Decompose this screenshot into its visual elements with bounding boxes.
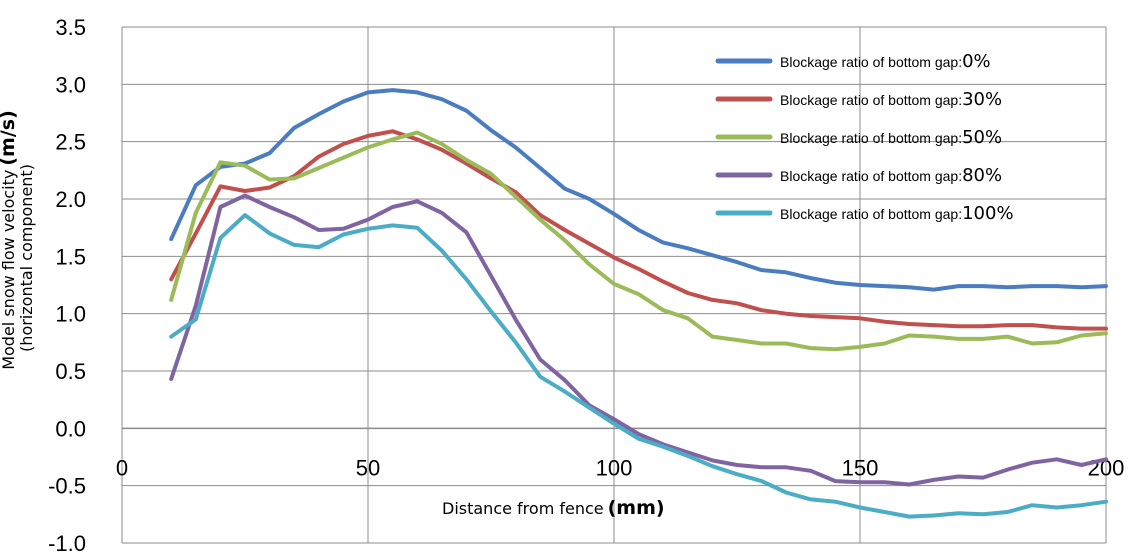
- y-axis-title-unit: (m/s): [0, 110, 19, 165]
- x-tick-labels: 0 50 100 150 200: [116, 455, 1124, 480]
- x-axis-title-unit: (mm): [608, 497, 665, 519]
- x-tick-label: 0: [116, 455, 128, 480]
- y-tick-label: 2.5: [55, 130, 86, 155]
- legend-entry: Blockage ratio of bottom gap:80%: [780, 165, 1002, 186]
- legend-entry: Blockage ratio of bottom gap:50%: [780, 127, 1002, 148]
- legend-entry-pct: 80%: [962, 165, 1002, 186]
- x-tick-label: 150: [842, 455, 879, 480]
- series-line-50pct: [169, 130, 1108, 352]
- legend-entry-pct: 100%: [962, 203, 1013, 224]
- x-tick-label: 50: [356, 455, 380, 480]
- legend-entry-name: Blockage ratio of bottom gap:: [780, 206, 962, 222]
- series-line-80pct: [169, 193, 1108, 487]
- y-axis-title: Model snow flow velocity (m/s) (horizont…: [0, 110, 36, 370]
- y-tick-label: 0.0: [55, 416, 86, 441]
- x-axis-title: Distance from fence (mm): [442, 497, 665, 519]
- legend-entry-pct: 30%: [962, 89, 1002, 110]
- legend-entry-name: Blockage ratio of bottom gap:: [780, 54, 962, 70]
- x-tick-label: 100: [596, 455, 633, 480]
- legend-entry-name: Blockage ratio of bottom gap:: [780, 92, 962, 108]
- y-tick-label: 2.0: [55, 187, 86, 212]
- y-tick-label: 3.5: [55, 15, 86, 40]
- legend-entry-name: Blockage ratio of bottom gap:: [780, 168, 962, 184]
- y-tick-label: 0.5: [55, 359, 86, 384]
- legend-entry-pct: 0%: [962, 51, 991, 72]
- series-lines: [169, 88, 1108, 519]
- svg-text:Model snow flow velocity: Model snow flow velocity (m/s): [0, 110, 19, 370]
- legend-entry-name: Blockage ratio of bottom gap:: [780, 130, 962, 146]
- series-line-100pct: [169, 213, 1108, 519]
- y-tick-label: -0.5: [48, 474, 86, 499]
- x-axis-title-text: Distance from fence: [442, 499, 604, 518]
- legend-entry: Blockage ratio of bottom gap:30%: [780, 89, 1002, 110]
- series-line-30pct: [169, 129, 1108, 331]
- y-axis-title-line2: (horizontal component): [17, 164, 36, 352]
- y-tick-label: -1.0: [48, 531, 86, 556]
- y-tick-label: 1.0: [55, 302, 86, 327]
- series-line-0pct: [169, 88, 1108, 292]
- legend-entry-pct: 50%: [962, 127, 1002, 148]
- legend-entry: Blockage ratio of bottom gap:0%: [780, 51, 991, 72]
- legend: Blockage ratio of bottom gap:0%Blockage …: [715, 51, 1014, 224]
- y-axis-title-text: Model snow flow velocity: [0, 170, 18, 370]
- y-tick-labels: 3.5 3.0 2.5 2.0 1.5 1.0 0.5 0.0 -0.5 -1.0: [48, 15, 86, 556]
- legend-entry: Blockage ratio of bottom gap:100%: [780, 203, 1014, 224]
- y-tick-label: 1.5: [55, 244, 86, 269]
- y-tick-label: 3.0: [55, 72, 86, 97]
